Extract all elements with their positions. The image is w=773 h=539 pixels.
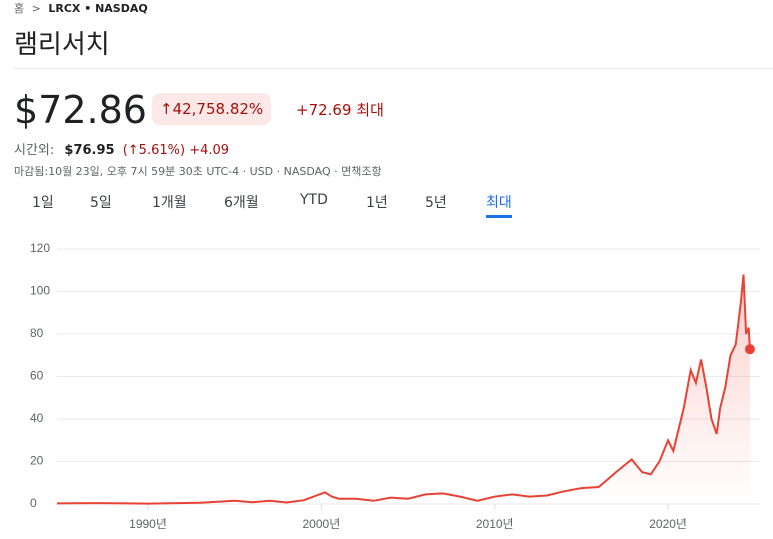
after-hours-abs: +4.09 xyxy=(189,143,230,158)
x-tick-label: 1990년 xyxy=(129,517,167,531)
y-tick-label: 0 xyxy=(30,496,37,510)
y-tick-label: 40 xyxy=(30,411,44,425)
chart: 0 20 40 60 80 100 120 1990년 2000년 2010년 2020년 xyxy=(30,241,760,531)
period: 최대 xyxy=(356,101,384,119)
range-tab[interactable]: YTD xyxy=(300,192,328,208)
change-badge: ↑42,758.82% xyxy=(152,93,272,125)
range-tab[interactable]: 6개월 xyxy=(224,195,259,211)
change-abs: +72.69 xyxy=(296,101,352,119)
last-point xyxy=(744,344,755,355)
y-tick-label: 120 xyxy=(30,241,50,255)
ticker: LRCX • NASDAQ xyxy=(48,2,148,15)
price: $72.86 xyxy=(14,88,147,132)
range-tab[interactable]: 1개월 xyxy=(152,195,187,211)
status: 마감됨:10월 23일, 오후 7시 59분 30초 UTC-4 · USD ·… xyxy=(14,165,382,178)
x-tick-label: 2020년 xyxy=(649,517,687,531)
change-pct: 42,758.82% xyxy=(172,100,264,118)
price-line xyxy=(56,274,751,505)
range-tab[interactable]: 5일 xyxy=(90,195,112,211)
range-tab[interactable]: 최대 xyxy=(486,192,512,218)
range-tab[interactable]: 1년 xyxy=(366,195,388,211)
y-tick-label: 20 xyxy=(30,454,44,468)
after-hours-pct: (↑5.61%) xyxy=(122,143,186,158)
range-tab[interactable]: 1일 xyxy=(32,195,54,211)
after-hours-label: 시간외: xyxy=(14,143,55,158)
x-tick-label: 2010년 xyxy=(476,517,514,531)
price-area xyxy=(57,274,750,504)
y-tick-label: 60 xyxy=(30,369,44,383)
change-line: +72.69 최대 xyxy=(296,99,384,120)
breadcrumb: 홈 > LRCX • NASDAQ xyxy=(14,0,148,16)
company-name: 램리서치 xyxy=(14,30,110,60)
chevron: > xyxy=(31,2,41,15)
divider xyxy=(14,68,773,69)
range-tab[interactable]: 5년 xyxy=(425,195,447,211)
y-tick-label: 80 xyxy=(30,326,44,340)
after-hours: 시간외: $76.95 (↑5.61%) +4.09 xyxy=(14,139,229,158)
x-tick-label: 2000년 xyxy=(303,517,341,531)
after-hours-price: $76.95 xyxy=(64,143,115,158)
home-link[interactable]: 홈 xyxy=(14,2,25,15)
y-tick-label: 100 xyxy=(30,284,50,298)
up-arrow: ↑ xyxy=(160,100,173,118)
